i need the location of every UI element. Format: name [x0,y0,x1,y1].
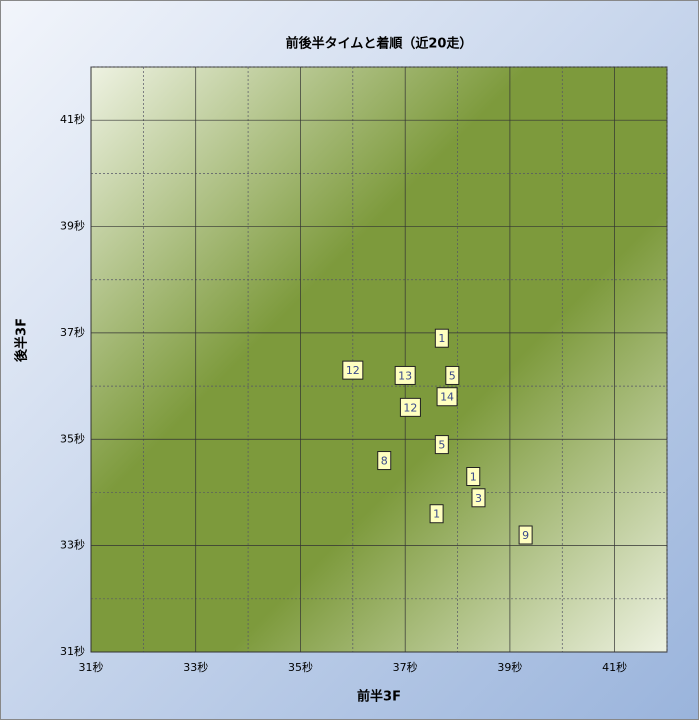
point-marker [377,451,392,471]
y-axis-title: 後半3F [14,318,30,362]
point-label: 14 [440,391,454,404]
y-tick-label: 39秒 [60,219,85,233]
point-label: 1 [433,508,440,521]
point-marker [434,435,449,455]
point-label: 1 [470,471,477,484]
point-marker [436,387,458,407]
point-marker [518,525,533,545]
point-label: 12 [403,401,417,414]
y-tick-label: 33秒 [60,538,85,552]
point-label: 5 [438,439,445,452]
point-marker [466,467,481,486]
x-tick-label: 33秒 [183,660,208,674]
y-tick-label: 31秒 [60,644,85,658]
point-label: 8 [381,455,388,468]
point-label: 9 [522,529,529,542]
point-label: 1 [438,332,445,345]
point-marker [445,365,460,385]
point-marker [342,360,364,380]
point-marker [434,328,449,348]
point-marker [399,397,421,417]
x-axis-title: 前半3F [357,689,401,705]
x-tick-label: 35秒 [288,660,313,674]
point-label: 5 [449,369,456,382]
x-tick-label: 37秒 [393,660,418,674]
point-label: 12 [346,364,360,377]
y-tick-label: 41秒 [60,112,85,126]
x-tick-label: 39秒 [497,660,522,674]
point-label: 13 [398,369,412,382]
x-tick-label: 31秒 [79,660,104,674]
chart-title: 前後半タイムと着順（近20走） [286,36,473,52]
point-marker [394,365,416,385]
y-tick-label: 37秒 [60,325,85,339]
point-label: 3 [475,492,482,505]
point-marker [471,488,486,508]
plot-area [90,66,668,653]
x-tick-label: 41秒 [602,660,627,674]
y-tick-label: 35秒 [60,431,85,445]
point-marker [429,504,444,524]
